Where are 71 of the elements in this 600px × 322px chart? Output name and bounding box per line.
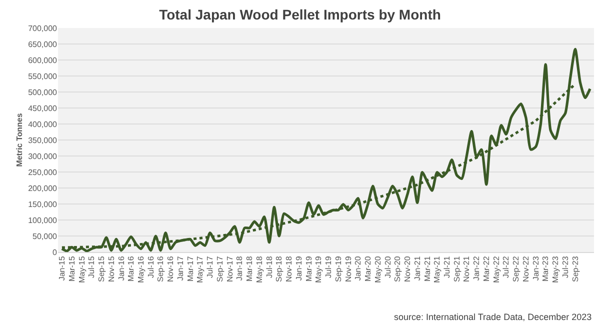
y-tick-label: 150,000	[28, 200, 58, 209]
x-tick-label: Mar-22	[482, 256, 492, 282]
x-tick-label: Jan-20	[354, 256, 363, 281]
x-tick-label: Sep-20	[393, 256, 402, 282]
x-tick-label: Sep-21	[452, 256, 462, 282]
x-tick-label: Jan-18	[235, 256, 244, 281]
x-tick-label: May-23	[551, 256, 560, 283]
x-tick-label: Mar-20	[364, 256, 373, 282]
x-tick-label: Sep-17	[215, 256, 224, 282]
y-tick-label: 500,000	[28, 88, 58, 97]
x-tick-label: Nov-22	[521, 256, 530, 282]
x-tick-label: May-22	[492, 256, 501, 283]
x-tick-label: Jan-23	[531, 256, 540, 281]
x-tick-label: Jan-15	[58, 256, 67, 281]
x-tick-label: May-15	[77, 256, 86, 283]
x-tick-label: Jan-21	[412, 256, 422, 281]
x-tick-label: May-18	[254, 256, 264, 283]
x-tick-label: Mar-16	[126, 256, 136, 282]
x-tick-label: Jul-21	[442, 256, 452, 278]
y-tick-label: 300,000	[28, 152, 58, 161]
x-tick-label: Sep-23	[570, 256, 580, 282]
x-tick-label: Jul-19	[324, 256, 334, 278]
y-tick-label: 400,000	[28, 120, 58, 129]
x-tick-label: Mar-19	[304, 256, 314, 282]
x-tick-label: Mar-21	[422, 256, 432, 282]
y-tick-label: 0	[52, 248, 58, 257]
x-tick-label: Jul-18	[264, 256, 274, 278]
y-tick-label: 350,000	[28, 136, 58, 145]
x-tick-label: Jan-17	[176, 256, 185, 281]
y-tick-label: 550,000	[28, 72, 58, 81]
x-tick-label: Nov-20	[403, 256, 412, 282]
x-tick-label: May-16	[136, 256, 146, 283]
x-tick-label: Mar-18	[245, 256, 254, 282]
y-tick-label: 50,000	[32, 232, 58, 241]
x-tick-label: May-19	[314, 256, 324, 283]
y-tick-label: 100,000	[28, 216, 58, 225]
x-tick-label: Mar-23	[541, 256, 550, 282]
y-tick-label: 450,000	[28, 104, 58, 113]
x-tick-label: Jul-15	[87, 256, 96, 278]
x-tick-label: Sep-18	[274, 256, 284, 282]
x-tick-label: Nov-17	[225, 256, 234, 282]
x-tick-label: Sep-15	[97, 256, 106, 282]
source-note: source: International Trade Data, December 2023	[394, 312, 592, 322]
y-tick-label: 600,000	[28, 56, 58, 65]
x-tick-label: Nov-16	[166, 256, 176, 282]
x-tick-label: Jul-17	[206, 256, 215, 278]
x-tick-label: May-20	[373, 256, 382, 283]
x-tick-label: Nov-15	[106, 256, 116, 282]
x-tick-label: Nov-19	[344, 256, 353, 282]
chart-title: Total Japan Wood Pellet Imports by Month	[159, 6, 441, 22]
x-tick-label: Jul-16	[146, 256, 156, 278]
x-tick-label: Jul-23	[560, 256, 570, 278]
y-tick-label: 650,000	[28, 40, 58, 49]
x-tick-label: Sep-16	[156, 256, 166, 282]
x-tick-label: Nov-21	[462, 256, 472, 282]
x-tick-label: Jul-20	[383, 256, 392, 278]
y-tick-label: 700,000	[28, 24, 58, 33]
x-tick-label: Jan-16	[116, 256, 126, 281]
x-tick-label: Jan-22	[472, 256, 482, 281]
y-tick-label: 200,000	[28, 184, 58, 193]
x-tick-label: May-21	[432, 256, 442, 283]
x-tick-label: Mar-17	[186, 256, 195, 282]
x-tick-label: Jul-22	[502, 256, 511, 278]
x-tick-label: May-17	[196, 256, 205, 283]
y-tick-label: 250,000	[28, 168, 58, 177]
x-tick-label: Mar-15	[67, 256, 76, 282]
x-tick-label: Sep-19	[334, 256, 343, 282]
x-tick-label: Jan-19	[294, 256, 304, 281]
x-tick-label: Nov-18	[284, 256, 294, 282]
x-tick-label: Sep-22	[512, 256, 521, 282]
y-axis-title: Metric Tonnes	[14, 112, 24, 167]
